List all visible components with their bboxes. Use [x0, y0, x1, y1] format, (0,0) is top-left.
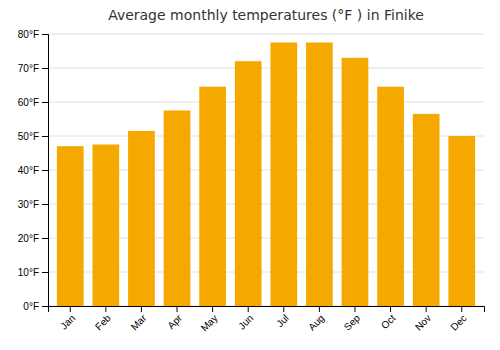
tick-mark — [177, 306, 178, 312]
tick-label: 20°F — [18, 233, 39, 244]
y-tick: 60°F — [18, 97, 48, 108]
grid-line — [48, 102, 484, 103]
y-tick: 30°F — [18, 199, 48, 210]
tick-label: Dec — [448, 312, 468, 332]
y-tick: 10°F — [18, 267, 48, 278]
x-tick: May — [199, 306, 220, 334]
grid — [48, 34, 484, 306]
bar — [413, 114, 440, 306]
tick-mark — [42, 170, 48, 171]
tick-mark — [42, 102, 48, 103]
tick-mark — [461, 306, 462, 312]
tick-label: 40°F — [18, 165, 39, 176]
y-tick: 70°F — [18, 63, 48, 74]
tick-label: Mar — [129, 312, 149, 332]
tick-label: Aug — [306, 312, 326, 332]
tick-label: 30°F — [18, 199, 39, 210]
x-tick: Sep — [342, 306, 363, 333]
x-tick: Jun — [236, 306, 255, 332]
bar — [448, 136, 475, 306]
tick-mark — [42, 204, 48, 205]
bar — [92, 145, 119, 307]
tick-label: 60°F — [18, 97, 39, 108]
bar — [235, 61, 262, 306]
tick-label: May — [199, 312, 220, 333]
tick-label: 50°F — [18, 131, 39, 142]
tick-mark — [141, 306, 142, 312]
x-tick: Oct — [379, 306, 398, 331]
tick-mark — [42, 272, 48, 273]
axis-domain — [49, 307, 485, 313]
tick-label: Jun — [236, 312, 255, 331]
y-axis: 0°F 10°F 20°F 30°F 40°F 50°F 60°F 70°F 80°F — [18, 29, 49, 312]
plot: 0°F 10°F 20°F 30°F 40°F 50°F 60°F 70°F 80°F Jan Fe… — [18, 29, 485, 334]
tick-mark — [354, 306, 355, 312]
x-tick: Dec — [448, 306, 468, 333]
x-tick: Jan — [58, 306, 77, 332]
grid-line — [48, 34, 484, 35]
tick-mark — [319, 306, 320, 312]
grid-line — [48, 68, 484, 69]
tick-mark — [42, 238, 48, 239]
tick-mark — [248, 306, 249, 312]
x-tick: Aug — [306, 306, 326, 333]
tick-mark — [42, 68, 48, 69]
tick-mark — [42, 136, 48, 137]
tick-label: 80°F — [18, 29, 39, 40]
tick-label: Sep — [342, 312, 363, 333]
tick-mark — [283, 306, 284, 312]
bar — [342, 58, 369, 306]
tick-label: Jul — [274, 312, 291, 329]
tick-mark — [426, 306, 427, 312]
tick-label: 70°F — [18, 63, 39, 74]
bar — [306, 43, 333, 307]
tick-label: Oct — [379, 312, 398, 331]
y-tick: 20°F — [18, 233, 48, 244]
x-axis: Jan Feb Mar Apr May Jun Jul Aug Sep Oct Nov Dec — [49, 306, 485, 334]
x-tick: Mar — [129, 306, 149, 332]
y-tick: 50°F — [18, 131, 48, 142]
chart: 0°F 10°F 20°F 30°F 40°F 50°F 60°F 70°F 80°F Jan Fe… — [0, 0, 500, 350]
title: Average monthly temperatures (°F ) in Fi… — [108, 7, 424, 23]
tick-label: Feb — [93, 312, 113, 332]
y-tick: 0°F — [23, 301, 48, 312]
bar — [128, 131, 155, 306]
bar — [270, 43, 297, 307]
tick-label: 0°F — [23, 301, 39, 312]
x-tick: Jul — [274, 306, 291, 329]
tick-label: Nov — [413, 312, 433, 332]
tick-mark — [42, 34, 48, 35]
axis-domain — [42, 35, 49, 307]
y-tick: 80°F — [18, 29, 48, 40]
tick-label: Apr — [165, 312, 184, 331]
y-tick: 40°F — [18, 165, 48, 176]
bar — [377, 87, 404, 306]
x-tick: Feb — [93, 306, 113, 332]
tick-mark — [105, 306, 106, 312]
x-tick: Apr — [165, 306, 184, 331]
bar — [57, 146, 84, 306]
tick-label: Jan — [58, 312, 77, 331]
bar — [164, 111, 191, 307]
tick-mark — [70, 306, 71, 312]
tick-mark — [390, 306, 391, 312]
tick-mark — [42, 306, 48, 307]
x-tick: Nov — [413, 306, 433, 333]
bar — [199, 87, 226, 306]
bars — [57, 43, 475, 307]
tick-label: 10°F — [18, 267, 39, 278]
tick-mark — [212, 306, 213, 312]
